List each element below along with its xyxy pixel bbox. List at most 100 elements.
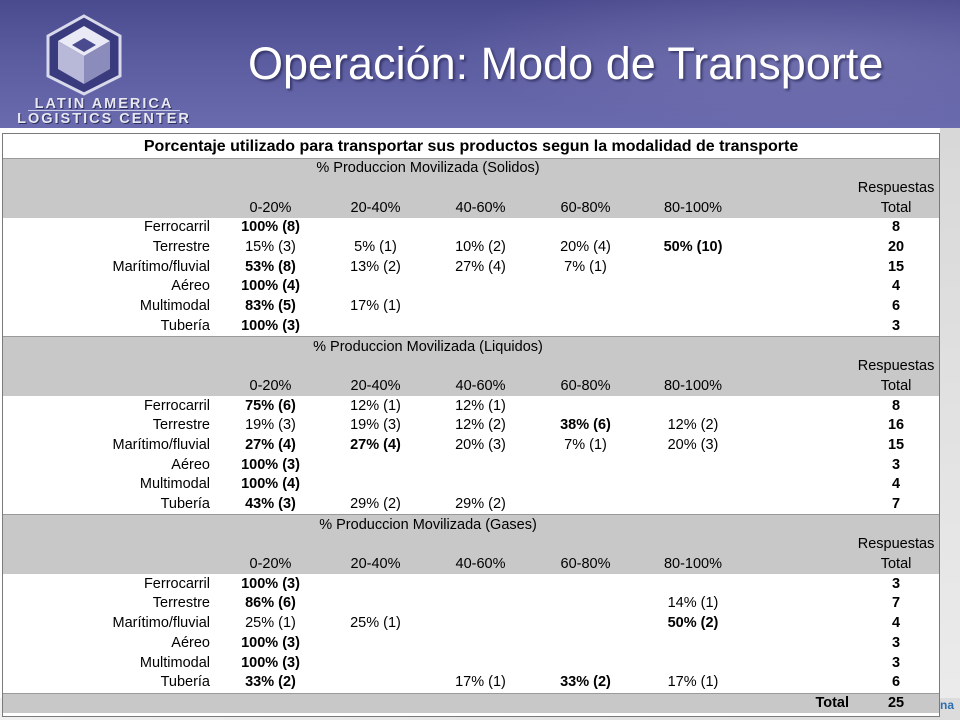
table-cell [638, 396, 748, 416]
table-cell [638, 257, 748, 277]
table-row: Multimodal 100% (3) 3 [3, 653, 939, 673]
column-header: 0-20% [218, 554, 323, 575]
table-cell: 100% (3) [241, 654, 300, 671]
table-cell: 12% (2) [455, 417, 506, 434]
row-label: Marítimo/fluvial [112, 436, 211, 453]
empty-cell [748, 634, 853, 654]
empty-cell [748, 574, 853, 594]
table-cell [323, 475, 428, 495]
table-cell [323, 673, 428, 693]
page-title: Operación: Modo de Transporte [248, 38, 884, 89]
column-header: 20-40% [323, 376, 428, 397]
table-body: Porcentaje utilizado para transportar su… [3, 134, 939, 714]
table-cell: 17% (1) [350, 298, 401, 315]
table-cell: 12% (2) [667, 417, 719, 434]
table-cell [428, 277, 533, 297]
table-cell: 38% (6) [560, 417, 611, 434]
table-cell [428, 475, 533, 495]
transport-mode-table: Porcentaje utilizado para transportar su… [2, 133, 940, 717]
table-cell: 17% (1) [455, 674, 506, 691]
data-table: Porcentaje utilizado para transportar su… [3, 134, 939, 714]
column-header: 40-60% [428, 554, 533, 575]
table-cell: 100% (3) [241, 575, 300, 592]
row-label: Multimodal [139, 476, 210, 493]
column-header: 60-80% [533, 554, 638, 575]
table-cell: 14% (1) [667, 595, 719, 612]
row-total: 15 [887, 258, 905, 275]
table-row: Multimodal 100% (4) 4 [3, 475, 939, 495]
table-cell: 33% (2) [245, 674, 296, 691]
row-label: Marítimo/fluvial [112, 615, 211, 632]
table-cell: 50% (10) [663, 239, 723, 256]
row-total: 20 [887, 239, 905, 256]
table-cell: 20% (4) [560, 239, 611, 256]
empty-cell [748, 653, 853, 673]
table-cell [638, 455, 748, 475]
table-cell [638, 653, 748, 673]
column-header-row: 0-20% 20-40% 40-60% 60-80% 80-100% Total [3, 376, 939, 397]
header-spacer [3, 535, 853, 555]
empty-cell [748, 396, 853, 416]
row-label: Tubería [160, 674, 210, 691]
column-header-row: 0-20% 20-40% 40-60% 60-80% 80-100% Total [3, 198, 939, 219]
table-cell: 12% (1) [455, 397, 506, 414]
table-cell [428, 594, 533, 614]
total-header: Total [853, 554, 939, 575]
table-cell: 12% (1) [350, 397, 401, 414]
table-cell: 10% (2) [455, 239, 506, 256]
column-header: 80-100% [638, 376, 748, 397]
row-label: Ferrocarril [143, 397, 210, 414]
empty-cell [748, 218, 853, 238]
table-cell [428, 317, 533, 337]
right-margin-strip [940, 128, 960, 720]
table-cell [533, 495, 638, 515]
row-label: Aéreo [171, 278, 210, 295]
row-total: 16 [887, 417, 905, 434]
empty-cell [748, 673, 853, 693]
table-row: Marítimo/fluvial 25% (1) 25% (1) 50% (2) 4 [3, 614, 939, 634]
table-cell [638, 634, 748, 654]
section-title-row: % Produccion Movilizada (Solidos) [3, 157, 939, 179]
row-total: 4 [892, 615, 901, 632]
table-cell [533, 277, 638, 297]
table-cell [533, 475, 638, 495]
table-cell: 100% (3) [241, 456, 300, 473]
section-title: % Produccion Movilizada (Gases) [3, 514, 853, 536]
table-cell: 29% (2) [350, 496, 401, 513]
section-title-row: % Produccion Movilizada (Gases) [3, 514, 939, 536]
table-cell [638, 574, 748, 594]
row-total: 6 [892, 674, 901, 691]
table-cell [428, 218, 533, 238]
row-label-header [3, 554, 218, 575]
section-title-row: % Produccion Movilizada (Liquidos) [3, 336, 939, 357]
table-cell [323, 317, 428, 337]
column-header: 20-40% [323, 198, 428, 219]
table-row: Aéreo 100% (3) 3 [3, 634, 939, 654]
row-label: Ferrocarril [143, 219, 210, 236]
logo-text-line2: LOGISTICS CENTER [17, 111, 191, 127]
table-cell: 33% (2) [560, 674, 611, 691]
row-label: Tubería [160, 496, 210, 513]
table-cell [323, 634, 428, 654]
table-row: Ferrocarril 100% (8) 8 [3, 218, 939, 238]
empty-header-cell [748, 376, 853, 397]
empty-cell [748, 317, 853, 337]
table-cell: 27% (4) [245, 436, 296, 453]
column-header: 0-20% [218, 376, 323, 397]
row-total: 3 [892, 317, 901, 334]
table-cell: 86% (6) [245, 595, 296, 612]
table-title: Porcentaje utilizado para transportar su… [143, 137, 799, 155]
table-cell: 25% (1) [245, 615, 296, 632]
table-cell [323, 574, 428, 594]
row-label: Multimodal [139, 298, 210, 315]
section-title: % Produccion Movilizada (Liquidos) [3, 336, 853, 357]
table-cell [638, 317, 748, 337]
section-title-total-cell [853, 157, 939, 179]
table-row: Marítimo/fluvial 27% (4) 27% (4) 20% (3) 7% … [3, 436, 939, 456]
table-cell: 17% (1) [667, 674, 719, 691]
empty-cell [748, 277, 853, 297]
row-label: Tubería [160, 317, 210, 334]
table-cell: 20% (3) [455, 436, 506, 453]
row-label-header [3, 198, 218, 219]
table-row: Terrestre 86% (6) 14% (1) 7 [3, 594, 939, 614]
